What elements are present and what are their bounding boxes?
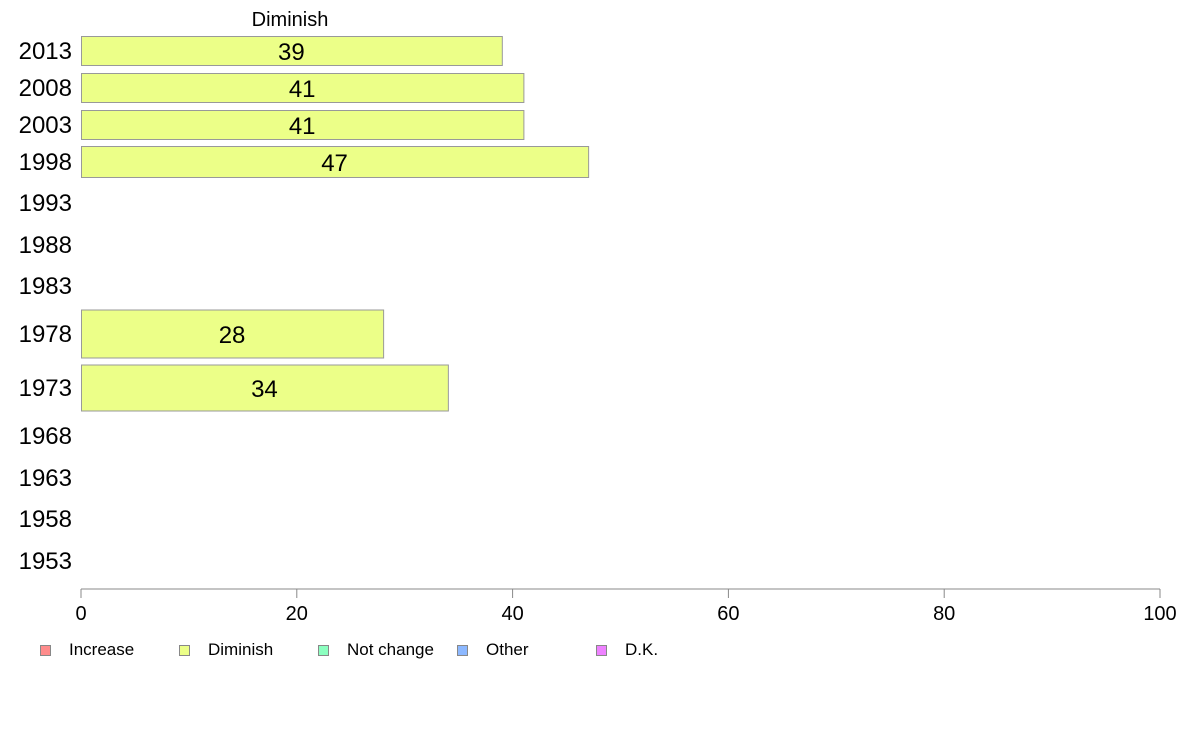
legend-item-diminish: Diminish — [179, 640, 273, 660]
legend-label-dk: D.K. — [625, 640, 659, 659]
x-tick-label-80: 80 — [933, 603, 955, 625]
bar-2013 — [81, 36, 503, 66]
legend-swatch-not-change — [318, 644, 329, 656]
legend-label-not-change: Not change — [347, 640, 434, 659]
category-label-1993: 1993 — [19, 190, 72, 217]
bar-1978 — [81, 309, 385, 359]
category-label-1978: 1978 — [19, 321, 72, 348]
category-label-1983: 1983 — [19, 273, 72, 300]
legend-swatch-other — [457, 644, 468, 656]
bar-chart: Diminish 2013 2008 2003 1998 1993 1988 1983 197… — [19, 9, 1177, 625]
category-label-1953: 1953 — [19, 548, 72, 575]
bar-2003 — [81, 110, 525, 140]
legend-swatch-diminish — [179, 644, 190, 656]
category-label-1998: 1998 — [19, 149, 72, 176]
bar-value-label-1998: 47 — [321, 150, 348, 177]
legend-swatch-increase — [40, 644, 51, 656]
bar-value-label-2008: 41 — [289, 76, 316, 103]
category-label-1988: 1988 — [19, 232, 72, 259]
legend-label-diminish: Diminish — [208, 640, 274, 659]
x-tick-label-0: 0 — [75, 603, 86, 625]
bar-1998 — [81, 146, 590, 178]
legend-label-other: Other — [486, 640, 529, 659]
legend-item-increase: Increase — [40, 640, 134, 660]
legend-label-increase: Increase — [69, 640, 135, 659]
bar-value-label-2013: 39 — [278, 39, 305, 66]
x-tick-label-20: 20 — [286, 603, 308, 625]
category-label-1968: 1968 — [19, 423, 72, 450]
category-label-1963: 1963 — [19, 465, 72, 492]
category-label-2008: 2008 — [19, 75, 72, 102]
x-tick-label-100: 100 — [1143, 603, 1176, 625]
legend-item-other: Other — [457, 640, 529, 660]
bar-value-label-2003: 41 — [289, 113, 316, 140]
chart-title: Diminish — [252, 9, 329, 31]
bar-2008 — [81, 73, 525, 103]
category-label-1973: 1973 — [19, 375, 72, 402]
category-label-2003: 2003 — [19, 112, 72, 139]
legend-swatch-dk — [596, 644, 607, 656]
legend-item-dk: D.K. — [596, 640, 658, 660]
bar-1973 — [81, 364, 449, 412]
category-label-2013: 2013 — [19, 38, 72, 65]
legend-item-not-change: Not change — [318, 640, 434, 660]
x-tick-label-60: 60 — [717, 603, 739, 625]
x-tick-label-40: 40 — [501, 603, 523, 625]
bar-value-label-1978: 28 — [219, 322, 246, 349]
bar-value-label-1973: 34 — [251, 376, 278, 403]
category-label-1958: 1958 — [19, 506, 72, 533]
